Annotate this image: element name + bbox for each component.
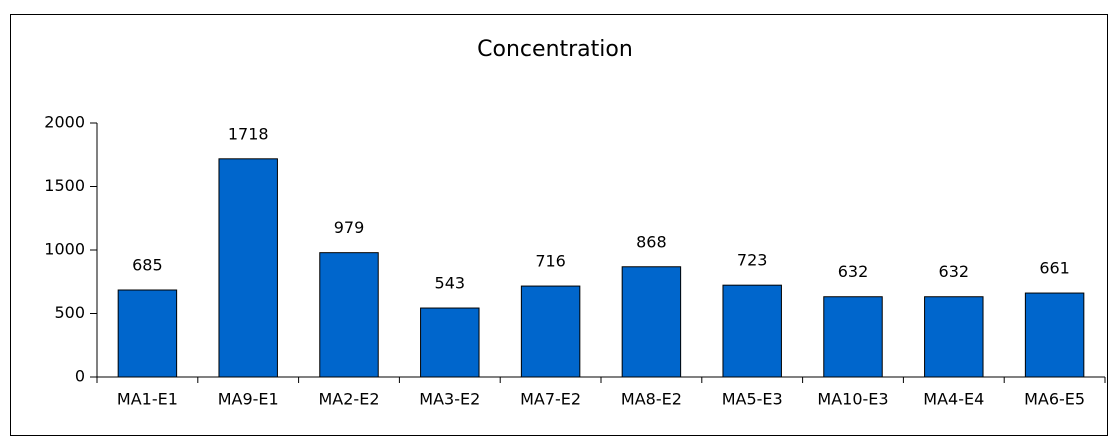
data-label: 632 [838,262,869,281]
bar [1024,292,1085,378]
x-tick-label: MA9-E1 [218,390,279,409]
bar [218,158,278,378]
x-tick-label: MA7-E2 [520,390,581,409]
bar [722,284,782,378]
bar [117,289,178,378]
x-tick-label: MA4-E4 [923,390,984,409]
data-label: 1718 [228,124,269,143]
y-tick-label: 1500 [44,176,85,195]
chart-title: Concentration [477,37,633,62]
y-tick-label: 500 [54,303,85,322]
x-tick-label: MA2-E2 [319,390,380,409]
bar [420,307,480,378]
data-label: 868 [636,232,667,251]
x-tick-label: MA8-E2 [621,390,682,409]
data-label: 661 [1039,259,1070,278]
bar [520,285,581,378]
x-tick-label: MA6-E5 [1024,390,1085,409]
x-tick-label: MA10-E3 [817,390,888,409]
bar [319,252,379,378]
data-label: 685 [132,256,163,275]
x-tick-label: MA1-E1 [117,390,178,409]
bar [924,296,984,378]
bar [621,266,682,378]
y-tick-label: 2000 [44,113,85,132]
bar [823,296,883,378]
x-tick-label: MA3-E2 [419,390,480,409]
data-label: 979 [334,218,365,237]
y-tick-label: 1000 [44,240,85,259]
x-tick-label: MA5-E3 [722,390,783,409]
data-label: 723 [737,251,768,270]
data-label: 632 [939,262,970,281]
y-tick-label: 0 [75,367,85,386]
data-label: 716 [535,252,566,271]
data-label: 543 [435,274,466,293]
